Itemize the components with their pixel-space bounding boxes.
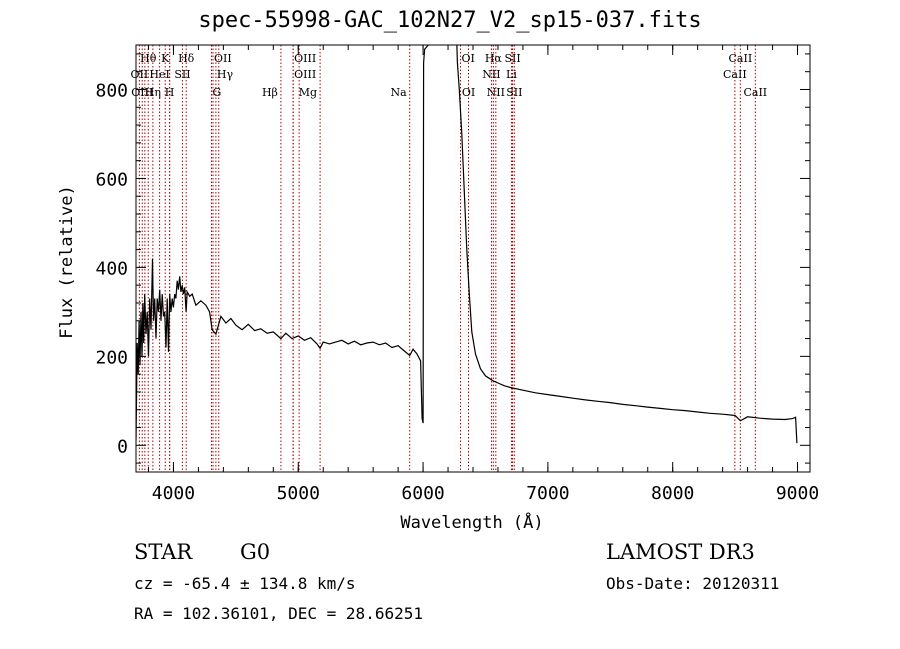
- x-tick-label: 6000: [401, 483, 444, 504]
- redshift-value: cz = -65.4 ± 134.8 km/s: [134, 574, 356, 593]
- line-label-oii: OII: [214, 52, 232, 65]
- x-tick-label: 5000: [277, 483, 320, 504]
- x-tick-label: 7000: [526, 483, 569, 504]
- line-label-caii: CaII: [723, 68, 747, 81]
- line-label-h: H: [165, 86, 175, 99]
- line-label-hθ: Hθ: [140, 52, 157, 65]
- x-tick-label: 4000: [152, 483, 195, 504]
- x-tick-label: 8000: [651, 483, 694, 504]
- line-label-oiii: OIII: [294, 52, 316, 65]
- spectrum-line: [136, 45, 798, 444]
- line-label-sii: SII: [506, 86, 522, 99]
- line-label-caii: CaII: [743, 86, 767, 99]
- axis-ticks: 4000 5000 6000 7000 8000 9000 0 200 400 600 800: [95, 45, 819, 504]
- x-axis-label: Wavelength (Å): [400, 511, 543, 533]
- line-label-mg: Mg: [299, 86, 317, 99]
- line-label-hδ: Hδ: [178, 52, 195, 65]
- line-label-oiii: OIII: [131, 86, 153, 99]
- x-tick-label: 9000: [776, 483, 819, 504]
- line-label-oii: OII: [131, 68, 149, 81]
- chart-title: spec-55998-GAC_102N27_V2_sp15-037.fits: [198, 8, 702, 33]
- y-tick-label: 200: [95, 347, 128, 368]
- line-label-nii: NII: [482, 68, 500, 81]
- subclass: G0: [240, 540, 271, 564]
- spectrum-series: [136, 45, 798, 444]
- line-label-sii: SII: [174, 68, 190, 81]
- coordinates: RA = 102.36101, DEC = 28.66251: [134, 604, 423, 623]
- y-tick-label: 800: [95, 80, 128, 101]
- survey-name: LAMOST DR3: [606, 540, 755, 564]
- line-label-hα: Hα: [485, 52, 503, 65]
- y-tick-label: 600: [95, 169, 128, 190]
- obs-date: Obs-Date: 20120311: [606, 574, 780, 593]
- line-label-caii: CaII: [729, 52, 753, 65]
- line-label-hβ: Hβ: [262, 86, 278, 99]
- y-axis-label: Flux (relative): [57, 185, 77, 339]
- line-label-k: K: [161, 52, 170, 65]
- spectral-line-markers: [138, 45, 756, 472]
- plot-frame: [135, 44, 811, 473]
- line-label-g: G: [213, 86, 222, 99]
- line-label-oi: OI: [462, 52, 475, 65]
- line-label-na: Na: [391, 86, 408, 99]
- line-label-nii: NII: [487, 86, 505, 99]
- line-label-oi: OI: [462, 86, 475, 99]
- line-label-li: Li: [506, 68, 517, 81]
- line-label-oiii: OIII: [294, 68, 316, 81]
- line-label-hη: Hη: [145, 86, 161, 99]
- y-tick-label: 0: [117, 436, 128, 457]
- line-label-sii: SII: [504, 52, 520, 65]
- line-label-hγ: Hγ: [217, 68, 234, 81]
- y-tick-label: 400: [95, 258, 128, 279]
- line-label-hei: HeI: [149, 68, 169, 81]
- object-type: STAR: [134, 540, 193, 564]
